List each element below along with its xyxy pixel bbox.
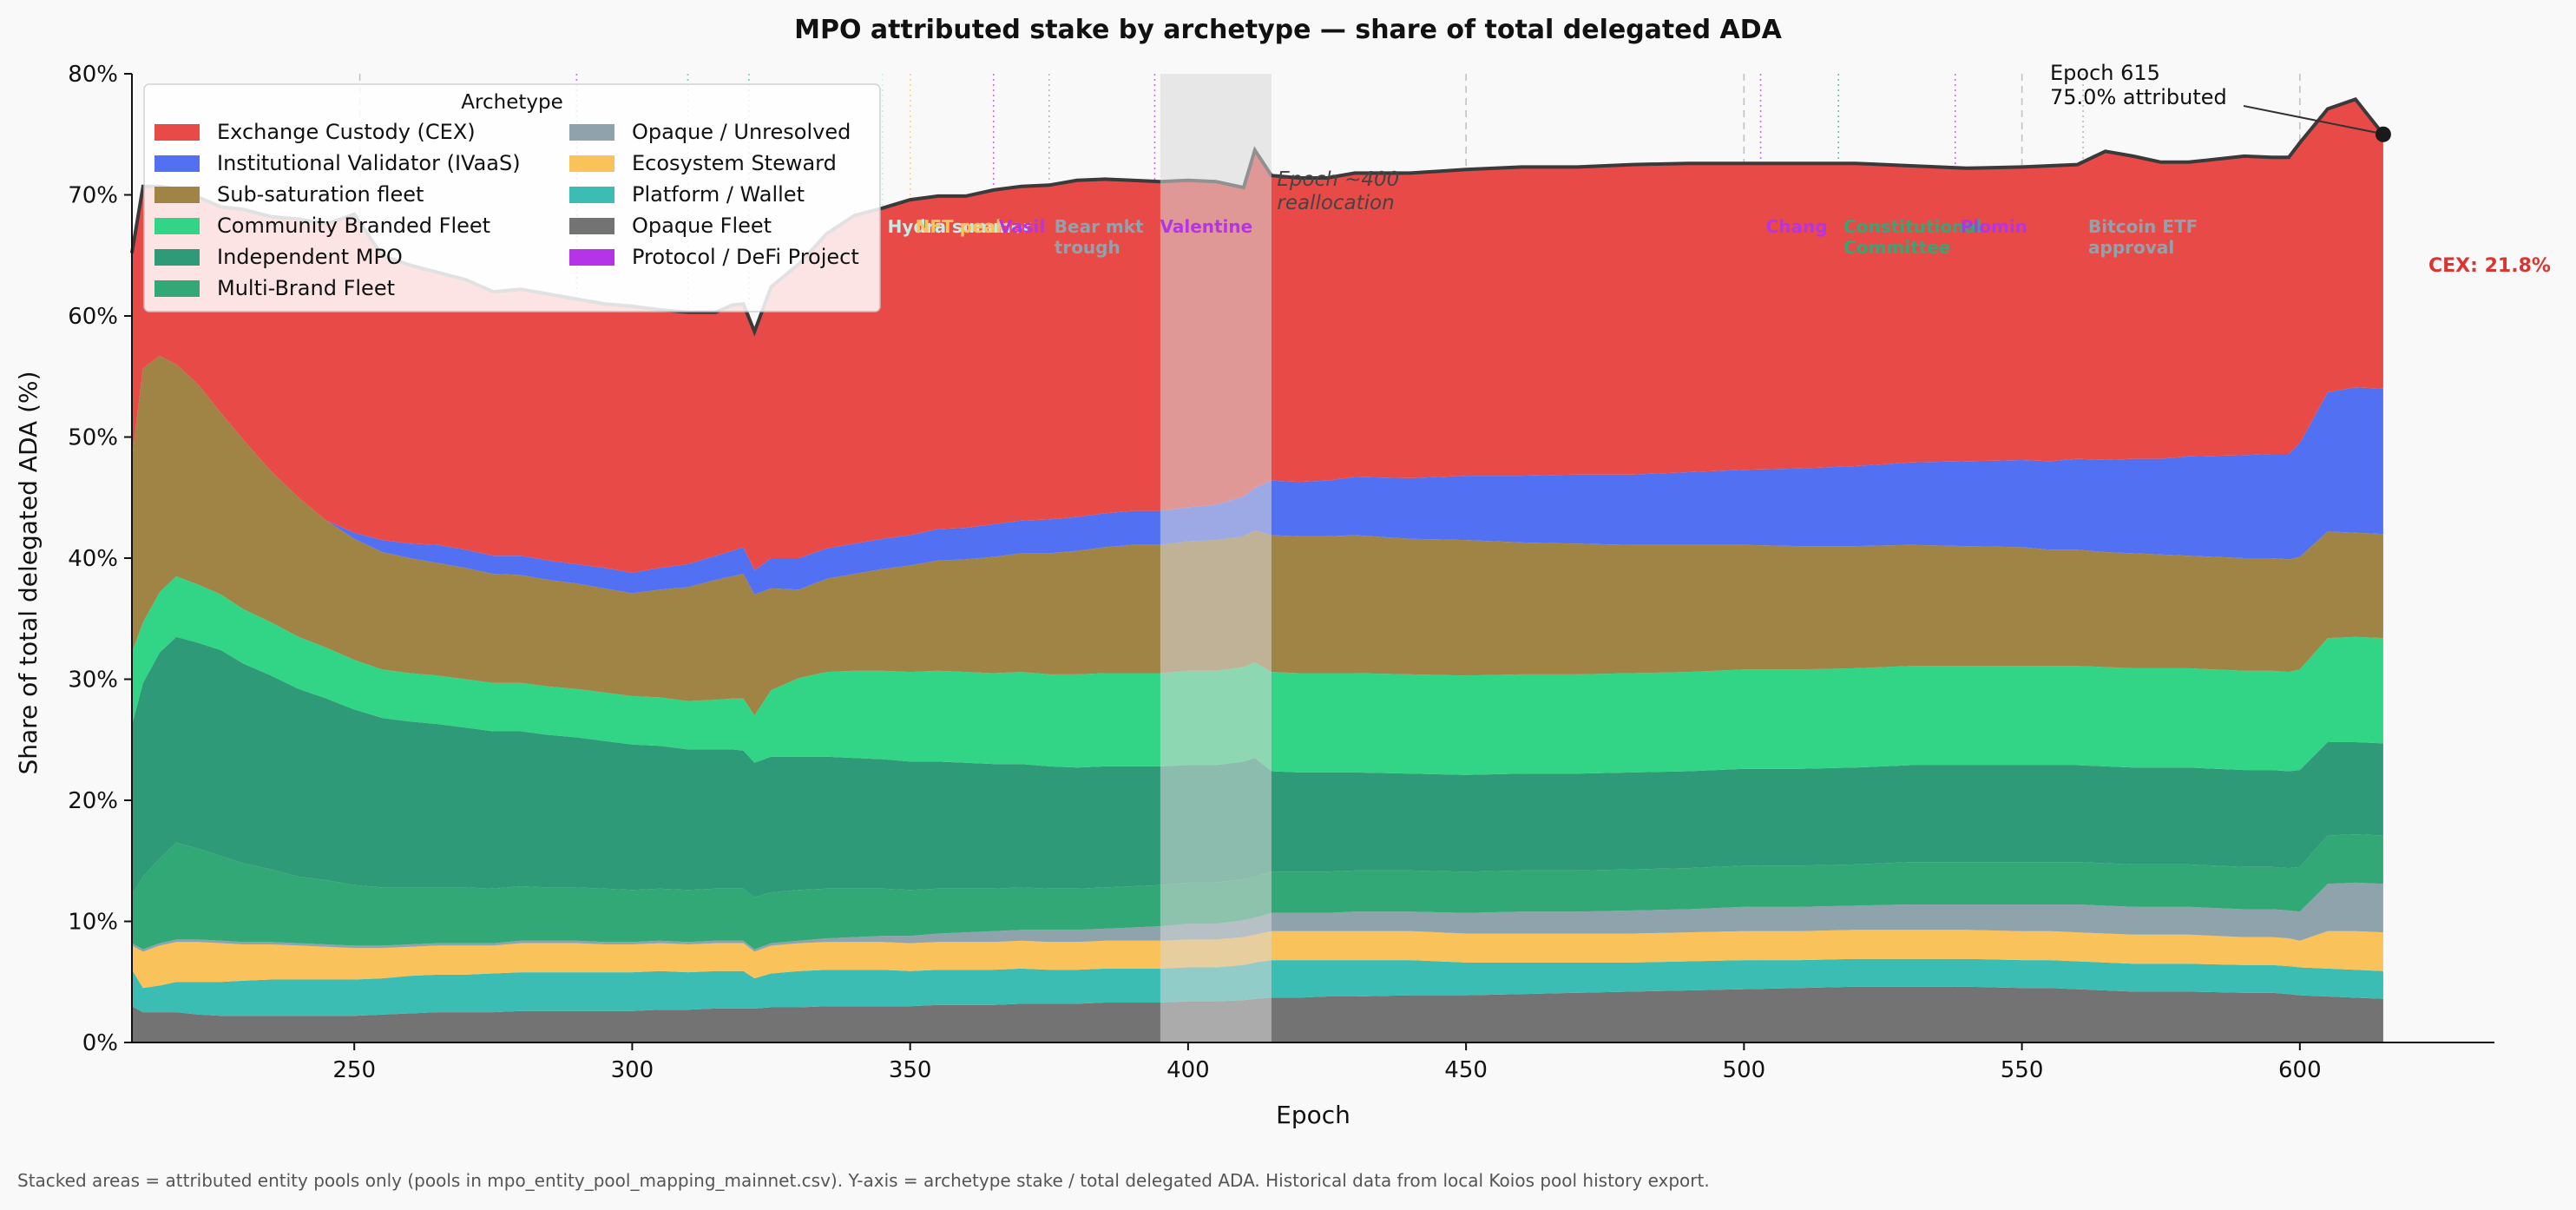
legend-swatch: [569, 249, 614, 266]
legend-label: Sub-saturation fleet: [217, 182, 424, 207]
y-tick-label: 80%: [68, 62, 118, 88]
event-label-line: Bitcoin ETF: [2088, 216, 2198, 237]
legend-swatch: [154, 218, 200, 234]
y-tick-label: 50%: [68, 425, 118, 451]
x-tick-label: 300: [611, 1057, 654, 1083]
event-label: Plomin: [1961, 216, 2027, 237]
event-label-line: Valentine: [1160, 216, 1252, 237]
event-label: Vasil: [999, 216, 1046, 237]
axes: 0% 10% 20% 30% 40% 50% 60% 70% 80% 250 300 350 400 45…: [68, 62, 2494, 1083]
legend-label: Exchange Custody (CEX): [217, 120, 476, 144]
x-tick-label: 250: [332, 1057, 376, 1083]
last-point-annotation: Epoch 615 75.0% attributed: [2050, 61, 2227, 109]
reallocation-line: reallocation: [1277, 192, 1394, 214]
cex-label: CEX: 21.8%: [2428, 255, 2551, 277]
event-label: Chang: [1766, 216, 1828, 237]
legend-label: Institutional Validator (IVaaS): [217, 151, 521, 175]
y-tick-label: 30%: [68, 667, 118, 694]
legend-label: Protocol / DeFi Project: [632, 245, 859, 269]
reallocation-highlight: [1160, 74, 1272, 1042]
legend-box: [143, 83, 881, 312]
legend-swatch: [154, 249, 200, 266]
legend-swatch: [569, 155, 614, 172]
event-label-line: NFT peak: [916, 216, 1008, 237]
legend-swatch: [154, 155, 200, 172]
x-tick-label: 550: [2001, 1057, 2044, 1083]
legend-title: Archetype: [461, 91, 562, 114]
event-label-line: Chang: [1766, 216, 1828, 237]
legend-swatch: [154, 187, 200, 203]
legend-swatch: [569, 124, 614, 141]
event-label-line: Constitutional: [1843, 216, 1982, 237]
legend-label: Opaque Fleet: [632, 214, 772, 238]
y-tick-label: 0%: [82, 1030, 118, 1056]
event-label: NFT peak: [916, 216, 1008, 237]
legend-label: Opaque / Unresolved: [632, 120, 851, 144]
plot-area: [130, 74, 2391, 1042]
legend: Archetype Exchange Custody (CEX) Instituti…: [143, 83, 881, 312]
area-institutional-validator-ivaas: [132, 356, 2383, 595]
event-label: Bitcoin ETF approval: [2088, 216, 2198, 258]
x-tick-label: 400: [1166, 1057, 1210, 1083]
chart-title: MPO attributed stake by archetype — shar…: [794, 15, 1783, 45]
event-label-line: Hydra summer: [888, 216, 1032, 237]
legend-swatch: [154, 280, 200, 297]
footnote: Stacked areas = attributed entity pools …: [17, 1170, 1710, 1191]
legend-label: Community Branded Fleet: [217, 214, 490, 238]
legend-swatch: [569, 218, 614, 234]
x-tick-label: 600: [2278, 1057, 2322, 1083]
event-label: Valentine: [1160, 216, 1252, 237]
event-label: Bear mkt trough: [1055, 216, 1144, 258]
x-axis-label: Epoch: [1276, 1101, 1350, 1129]
reallocation-line: Epoch ~400: [1277, 168, 1399, 191]
event-label-line: Vasil: [999, 216, 1046, 237]
reallocation-annotation: Epoch ~400 reallocation: [1277, 168, 1399, 214]
event-label-line: approval: [2088, 237, 2174, 258]
x-tick-label: 350: [889, 1057, 932, 1083]
event-label-line: Plomin: [1961, 216, 2027, 237]
legend-label: Ecosystem Steward: [632, 151, 837, 175]
y-tick-label: 40%: [68, 546, 118, 572]
event-label-line: trough: [1055, 237, 1120, 258]
legend-label: Independent MPO: [217, 245, 403, 269]
legend-label: Multi-Brand Fleet: [217, 276, 395, 300]
event-label-line: Bear mkt: [1055, 216, 1144, 237]
y-tick-label: 70%: [68, 183, 118, 209]
x-tick-label: 450: [1444, 1057, 1488, 1083]
legend-label: Platform / Wallet: [632, 182, 805, 207]
legend-swatch: [569, 187, 614, 203]
event-label: Constitutional Committee: [1843, 216, 1982, 258]
y-axis-label: Share of total delegated ADA (%): [14, 371, 43, 774]
last-point-arrow: [2243, 105, 2377, 134]
legend-swatch: [154, 124, 200, 141]
last-point-line: Epoch 615: [2050, 61, 2160, 85]
event-label: Hydra summer: [888, 216, 1032, 237]
last-point-line: 75.0% attributed: [2050, 85, 2227, 109]
last-point-marker: [2375, 126, 2391, 142]
y-tick-label: 60%: [68, 304, 118, 330]
event-label-line: Committee: [1843, 237, 1950, 258]
x-tick-label: 500: [1723, 1057, 1766, 1083]
y-tick-label: 20%: [68, 788, 118, 814]
y-tick-label: 10%: [68, 910, 118, 936]
